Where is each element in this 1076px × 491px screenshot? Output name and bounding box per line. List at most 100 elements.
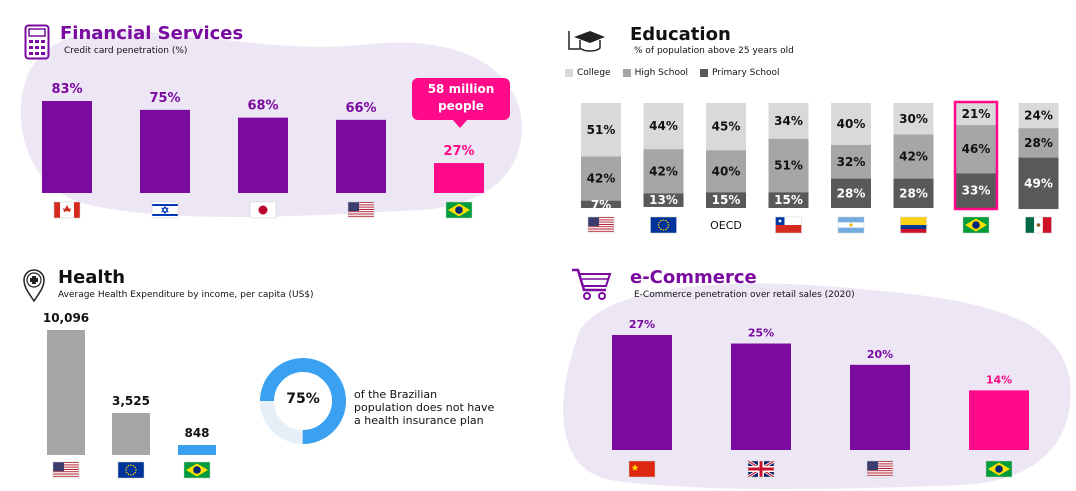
flag-japan-icon xyxy=(249,201,277,219)
legend-swatch-primary-school xyxy=(700,69,709,77)
education-title: Education xyxy=(630,24,731,45)
ecommerce-background-blob xyxy=(563,283,1071,489)
segment-college-chile xyxy=(768,103,809,139)
segment-label: 28% xyxy=(899,186,928,200)
segment-label: 49% xyxy=(1024,176,1053,190)
segment-high-school-argentina xyxy=(831,145,871,179)
segment-high-school-colombia xyxy=(893,134,934,179)
segment-label: 33% xyxy=(962,184,991,198)
financial-chart: 83% 75% 68% 66% 27% xyxy=(42,82,484,219)
segment-primary-school-argentina xyxy=(831,178,871,208)
segment-label: 42% xyxy=(899,150,928,164)
health-title: Health xyxy=(58,267,126,288)
segment-high-school-eu xyxy=(643,149,684,194)
segment-label: 45% xyxy=(712,120,741,134)
flag-brazil-icon xyxy=(985,460,1013,478)
financial-subtitle: Credit card penetration (%) xyxy=(64,46,188,56)
segment-label: 46% xyxy=(962,142,991,156)
segment-primary-school-usa xyxy=(581,200,621,208)
segment-college-colombia xyxy=(893,103,934,135)
flag-usa-icon xyxy=(52,461,80,479)
donut-text-line-2: population does not have xyxy=(354,401,495,414)
segment-label: 30% xyxy=(899,112,928,126)
segment-label: 42% xyxy=(587,172,616,186)
donut-text-line-1: of the Brazilian xyxy=(354,388,438,401)
segment-high-school-usa xyxy=(581,156,621,201)
segment-primary-school-colombia xyxy=(893,178,934,208)
segment-primary-school-mexico xyxy=(1018,157,1059,210)
flag-mexico-icon xyxy=(1025,216,1052,234)
bar-value-label: 25% xyxy=(748,327,774,340)
segment-label: 15% xyxy=(774,193,803,207)
segment-college-oecd xyxy=(706,103,746,151)
bar-united-states xyxy=(850,364,910,450)
bar-value-label: 848 xyxy=(184,426,209,440)
flag-usa-icon xyxy=(866,460,894,478)
graduation-cap-icon xyxy=(568,31,605,52)
bar-united-states xyxy=(47,330,85,455)
segment-label: 40% xyxy=(837,117,866,131)
segment-high-school-oecd xyxy=(706,150,746,193)
flag-brazil-icon xyxy=(445,201,473,219)
medical-cross-icon xyxy=(23,269,45,302)
health-chart: 10,096 3,525 848 xyxy=(43,311,216,479)
segment-label: 13% xyxy=(649,193,678,207)
segment-college-eu xyxy=(643,103,684,150)
bar-israel xyxy=(140,109,190,193)
bar-value-label: 83% xyxy=(51,82,82,97)
education-subtitle: % of population above 25 years old xyxy=(634,46,794,56)
bar-value-label: 14% xyxy=(986,373,1012,386)
health-subtitle: Average Health Expenditure by income, pe… xyxy=(58,290,314,300)
segment-label: 42% xyxy=(649,164,678,178)
bar-canada xyxy=(42,101,92,193)
bar-brazil xyxy=(969,390,1029,450)
bar-united-states xyxy=(336,119,386,193)
segment-label: 21% xyxy=(962,107,991,121)
segment-high-school-brazil xyxy=(956,125,996,174)
donut-text: of the Brazilian population does not hav… xyxy=(354,388,494,427)
bar-value-label: 27% xyxy=(443,144,474,159)
flag-uk-icon xyxy=(747,459,775,479)
segment-label: 51% xyxy=(774,158,803,172)
segment-label: 34% xyxy=(774,114,803,128)
segment-label: 32% xyxy=(837,155,866,169)
legend-label-college: College xyxy=(577,68,611,78)
flag-israel-icon xyxy=(151,201,179,219)
segment-label: 28% xyxy=(837,186,866,200)
legend-label-high-school: High School xyxy=(634,68,689,78)
bar-value-label: 10,096 xyxy=(43,311,89,325)
education-legend: College High School Primary School xyxy=(565,67,780,79)
bar-japan xyxy=(238,117,288,193)
bar-china xyxy=(612,335,672,450)
bar-value-label: 66% xyxy=(345,101,376,116)
segment-label: 28% xyxy=(1024,136,1053,150)
bar-value-label: 3,525 xyxy=(112,394,150,408)
segment-high-school-chile xyxy=(768,138,809,193)
bar-brazil xyxy=(178,445,216,455)
education-chart: 51% 42% 7% 44% 42% 13% 45% 40% 15% OECD 34% 51% 15% 4… xyxy=(581,100,1059,234)
flag-argentina-icon xyxy=(837,216,865,234)
flag-china-icon xyxy=(628,460,656,478)
flag-usa-icon xyxy=(587,216,615,234)
segment-college-brazil xyxy=(956,103,996,126)
flag-chile-icon xyxy=(775,216,802,234)
callout-bubble xyxy=(412,78,510,120)
health-donut xyxy=(260,358,346,444)
flag-brazil-icon xyxy=(962,216,990,234)
bar-value-label: 75% xyxy=(149,91,180,106)
callout-pointer xyxy=(452,119,468,128)
bar-united-kingdom xyxy=(731,343,791,450)
segment-high-school-mexico xyxy=(1018,128,1059,158)
bar-value-label: 20% xyxy=(867,348,893,361)
calculator-icon xyxy=(24,24,50,60)
segment-label: 15% xyxy=(712,193,741,207)
bar-value-label: 68% xyxy=(247,99,278,114)
legend-swatch-high-school xyxy=(622,69,631,77)
segment-primary-school-oecd xyxy=(706,192,746,208)
donut-arc xyxy=(260,358,346,444)
segment-label: 51% xyxy=(587,123,616,137)
bar-brazil xyxy=(434,163,484,193)
highlight-frame xyxy=(953,100,999,211)
flag-eu-icon xyxy=(650,216,677,234)
bar-european-union xyxy=(112,413,150,455)
